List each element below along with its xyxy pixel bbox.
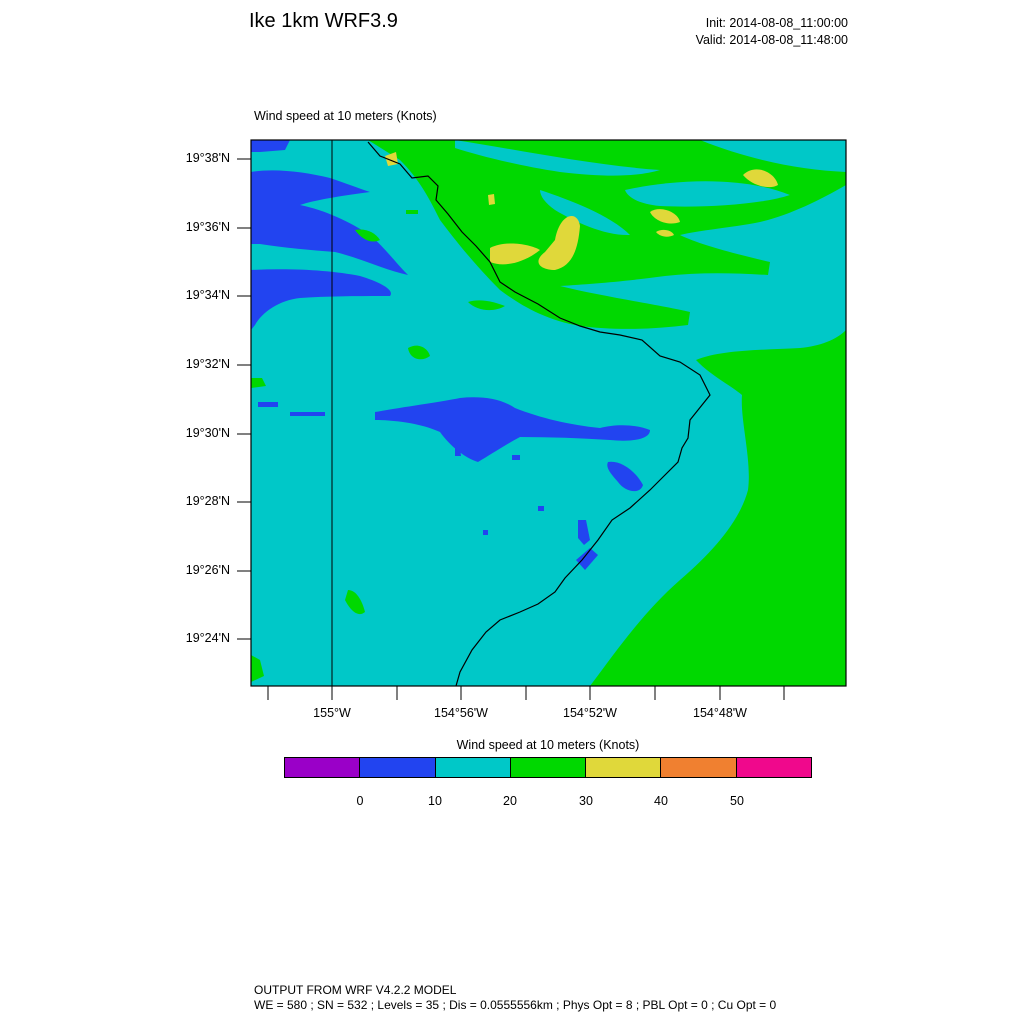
lat-ticks — [237, 158, 251, 640]
light-wind-patch-small-2 — [512, 455, 520, 460]
plot-title: Ike 1km WRF3.9 — [249, 10, 398, 32]
colorbar-label: 30 — [579, 794, 593, 808]
moderate-wind-streak-d — [540, 190, 630, 236]
light-wind-patch-small-1 — [455, 448, 461, 456]
colorbar-title: Wind speed at 10 meters (Knots) — [456, 738, 640, 752]
colorbar-box — [661, 758, 737, 777]
fresh-wind-island-2 — [345, 590, 365, 615]
colorbar-box — [435, 758, 511, 777]
coastline — [367, 141, 711, 686]
fresh-wind-island-4 — [468, 300, 505, 311]
moderate-wind-streak-a — [455, 140, 660, 176]
lat-label: 19°36'N — [185, 220, 230, 234]
colorbar-label: 40 — [654, 794, 668, 808]
strong-wind-patch-5 — [490, 243, 540, 265]
strong-wind-patch-2 — [650, 209, 680, 224]
light-wind-patch-nw-2 — [251, 170, 408, 275]
lon-label: 154°52'W — [563, 706, 617, 720]
light-wind-patch-south-1 — [578, 520, 590, 545]
light-wind-patch-small-4 — [483, 530, 488, 535]
colorbar-box — [510, 758, 587, 777]
model-config-line: WE = 580 ; SN = 532 ; Levels = 35 ; Dis … — [254, 998, 777, 1012]
valid-time: Valid: 2014-08-08_11:48:00 — [695, 33, 848, 47]
fresh-wind-island-5 — [251, 378, 266, 388]
moderate-wind-streak-b — [625, 181, 790, 207]
lon-ticks — [267, 686, 785, 700]
wind-field — [251, 140, 846, 686]
lon-label: 154°48'W — [693, 706, 747, 720]
lon-label: 155°W — [313, 706, 351, 720]
fresh-wind-island-6 — [251, 655, 264, 682]
init-time: Init: 2014-08-08_11:00:00 — [705, 16, 848, 30]
strong-wind-patch-1 — [743, 169, 778, 188]
colorbar-box — [586, 758, 662, 777]
colorbar — [284, 757, 812, 778]
colorbar-label: 20 — [503, 794, 517, 808]
light-wind-patch-west-strip — [258, 402, 278, 407]
plot-frame — [250, 139, 847, 687]
light-wind-patch-small-3 — [538, 506, 544, 511]
fresh-wind-island-3 — [355, 229, 380, 242]
fresh-wind-island-1 — [408, 345, 430, 360]
light-wind-patch-ne — [607, 461, 643, 492]
colorbar-box — [360, 758, 436, 777]
lat-label: 19°24'N — [185, 631, 230, 645]
colorbar-box — [285, 758, 361, 777]
model-output-line: OUTPUT FROM WRF V4.2.2 MODEL — [254, 983, 457, 997]
lat-label: 19°38'N — [185, 151, 230, 165]
lat-label: 19°32'N — [185, 357, 230, 371]
colorbar-label: 10 — [428, 794, 442, 808]
fresh-wind-island-7 — [406, 210, 418, 214]
colorbar-box — [736, 758, 811, 777]
light-wind-patch-west-strip-2 — [290, 412, 325, 416]
fresh-wind-east-region — [590, 330, 846, 686]
lat-label: 19°28'N — [185, 494, 230, 508]
light-wind-band-center — [375, 397, 650, 462]
lat-label: 19°34'N — [185, 288, 230, 302]
colorbar-label: 50 — [730, 794, 744, 808]
colorbar-label: 0 — [356, 794, 364, 808]
lat-label: 19°26'N — [185, 563, 230, 577]
lat-label: 19°30'N — [185, 426, 230, 440]
field-label: Wind speed at 10 meters (Knots) — [254, 109, 437, 123]
strong-wind-patch-3 — [656, 229, 674, 237]
light-wind-patch-nw-1 — [251, 140, 290, 152]
moderate-wind-streak-c — [700, 140, 846, 172]
strong-wind-patch-7 — [488, 194, 495, 205]
lon-label: 154°56'W — [434, 706, 488, 720]
light-wind-patch-south-2 — [576, 548, 598, 570]
strong-wind-patch-4 — [538, 215, 580, 270]
light-wind-patch-nw-3 — [251, 269, 391, 330]
